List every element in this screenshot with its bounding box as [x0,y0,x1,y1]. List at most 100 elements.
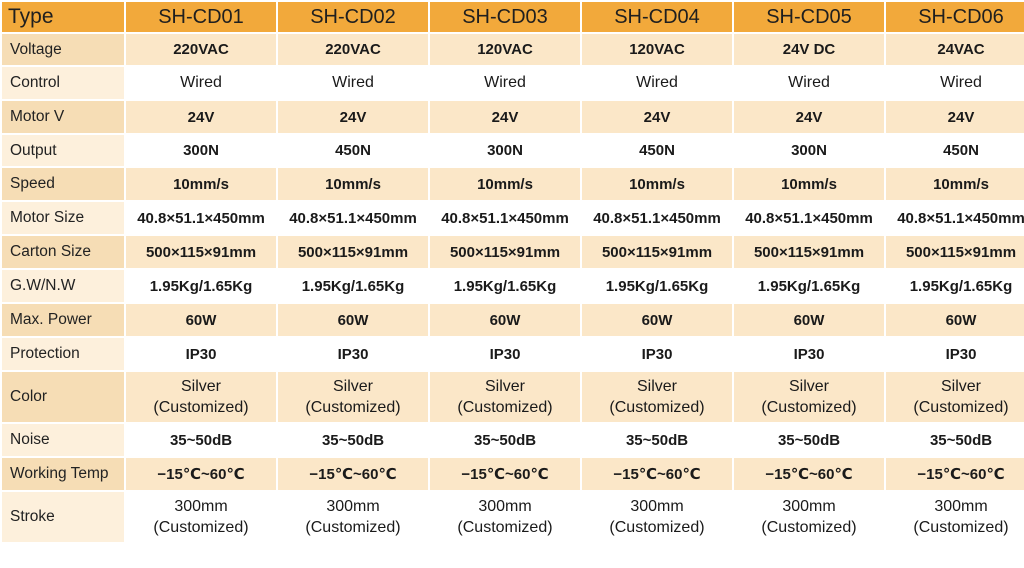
table-cell: 24VAC [886,34,1024,65]
table-cell: 24V [126,101,276,133]
row-label: Output [2,135,124,166]
table-cell: Wired [278,67,428,99]
table-cell: IP30 [278,338,428,370]
table-cell: Silver (Customized) [582,372,732,422]
table-cell: 24V DC [734,34,884,65]
table-cell: 60W [430,304,580,336]
table-cell: −15℃~60℃ [734,458,884,490]
table-row: Motor Size 40.8×51.1×450mm 40.8×51.1×450… [2,202,1024,234]
cell-line: 300mm [934,498,988,515]
table-row: Max. Power 60W 60W 60W 60W 60W 60W [2,304,1024,336]
row-label: Motor V [2,101,124,133]
table-cell: 10mm/s [886,168,1024,200]
table-cell: 300N [734,135,884,166]
model-header: SH-CD05 [734,2,884,32]
cell-line: (Customized) [609,399,705,416]
table-cell: 60W [886,304,1024,336]
table-cell: 1.95Kg/1.65Kg [886,270,1024,302]
table-cell: Silver (Customized) [430,372,580,422]
model-header: SH-CD02 [278,2,428,32]
row-label: Working Temp [2,458,124,490]
table-cell: 24V [278,101,428,133]
table-cell: 1.95Kg/1.65Kg [126,270,276,302]
table-cell: 60W [582,304,732,336]
table-cell: 220VAC [126,34,276,65]
table-cell: 500×115×91mm [886,236,1024,268]
table-cell: Silver (Customized) [734,372,884,422]
table-cell: 40.8×51.1×450mm [126,202,276,234]
table-cell: IP30 [582,338,732,370]
table-cell: 35~50dB [430,424,580,456]
cell-line: 300mm [782,498,836,515]
table-cell: 300mm (Customized) [126,492,276,542]
table-cell: −15℃~60℃ [278,458,428,490]
table-cell: IP30 [734,338,884,370]
row-label: Noise [2,424,124,456]
row-label: Protection [2,338,124,370]
table-cell: 500×115×91mm [582,236,732,268]
model-header: SH-CD06 [886,2,1024,32]
table-cell: 40.8×51.1×450mm [886,202,1024,234]
table-cell: IP30 [430,338,580,370]
table-cell: 500×115×91mm [126,236,276,268]
table-cell: 40.8×51.1×450mm [430,202,580,234]
table-row: Working Temp −15℃~60℃ −15℃~60℃ −15℃~60℃ … [2,458,1024,490]
cell-line: (Customized) [305,519,401,536]
table-cell: Silver (Customized) [126,372,276,422]
cell-line: (Customized) [609,519,705,536]
table-cell: Wired [886,67,1024,99]
table-cell: 300mm (Customized) [430,492,580,542]
table-row: Output 300N 450N 300N 450N 300N 450N [2,135,1024,166]
cell-line: (Customized) [305,399,401,416]
table-row: Speed 10mm/s 10mm/s 10mm/s 10mm/s 10mm/s… [2,168,1024,200]
table-cell: 10mm/s [278,168,428,200]
row-label: Voltage [2,34,124,65]
table-row: Motor V 24V 24V 24V 24V 24V 24V [2,101,1024,133]
cell-line: Silver [180,378,221,395]
table-cell: Wired [582,67,732,99]
table-row: Color Silver (Customized) Silver (Customiz… [2,372,1024,422]
cell-line: (Customized) [913,399,1009,416]
table-cell: 500×115×91mm [734,236,884,268]
model-header: SH-CD03 [430,2,580,32]
cell-line: Silver [636,378,677,395]
table-cell: 40.8×51.1×450mm [278,202,428,234]
table-cell: 120VAC [430,34,580,65]
table-cell: 40.8×51.1×450mm [734,202,884,234]
table-cell: 10mm/s [126,168,276,200]
table-row: Noise 35~50dB 35~50dB 35~50dB 35~50dB 35… [2,424,1024,456]
table-cell: 1.95Kg/1.65Kg [582,270,732,302]
table-row: Carton Size 500×115×91mm 500×115×91mm 50… [2,236,1024,268]
cell-line: Silver [332,378,373,395]
row-label: Control [2,67,124,99]
table-cell: 10mm/s [582,168,732,200]
table-cell: IP30 [886,338,1024,370]
table-cell: Silver (Customized) [886,372,1024,422]
table-cell: 24V [582,101,732,133]
cell-line: 300mm [478,498,532,515]
table-cell: 300mm (Customized) [734,492,884,542]
table-cell: 35~50dB [734,424,884,456]
table-cell: 35~50dB [582,424,732,456]
cell-line: (Customized) [153,399,249,416]
cell-line: (Customized) [761,519,857,536]
table-cell: 450N [886,135,1024,166]
table-cell: −15℃~60℃ [126,458,276,490]
table-cell: 24V [886,101,1024,133]
table-cell: 120VAC [582,34,732,65]
table-cell: Wired [126,67,276,99]
cell-line: 300mm [326,498,380,515]
cell-line: 300mm [174,498,228,515]
table-cell: IP30 [126,338,276,370]
table-cell: 1.95Kg/1.65Kg [734,270,884,302]
row-label: Carton Size [2,236,124,268]
cell-line: (Customized) [913,519,1009,536]
cell-line: (Customized) [457,519,553,536]
cell-line: Silver [788,378,829,395]
row-label: G.W/N.W [2,270,124,302]
table-row: G.W/N.W 1.95Kg/1.65Kg 1.95Kg/1.65Kg 1.95… [2,270,1024,302]
cell-line: (Customized) [153,519,249,536]
table-cell: 1.95Kg/1.65Kg [278,270,428,302]
row-label: Color [2,372,124,422]
table-cell: Silver (Customized) [278,372,428,422]
